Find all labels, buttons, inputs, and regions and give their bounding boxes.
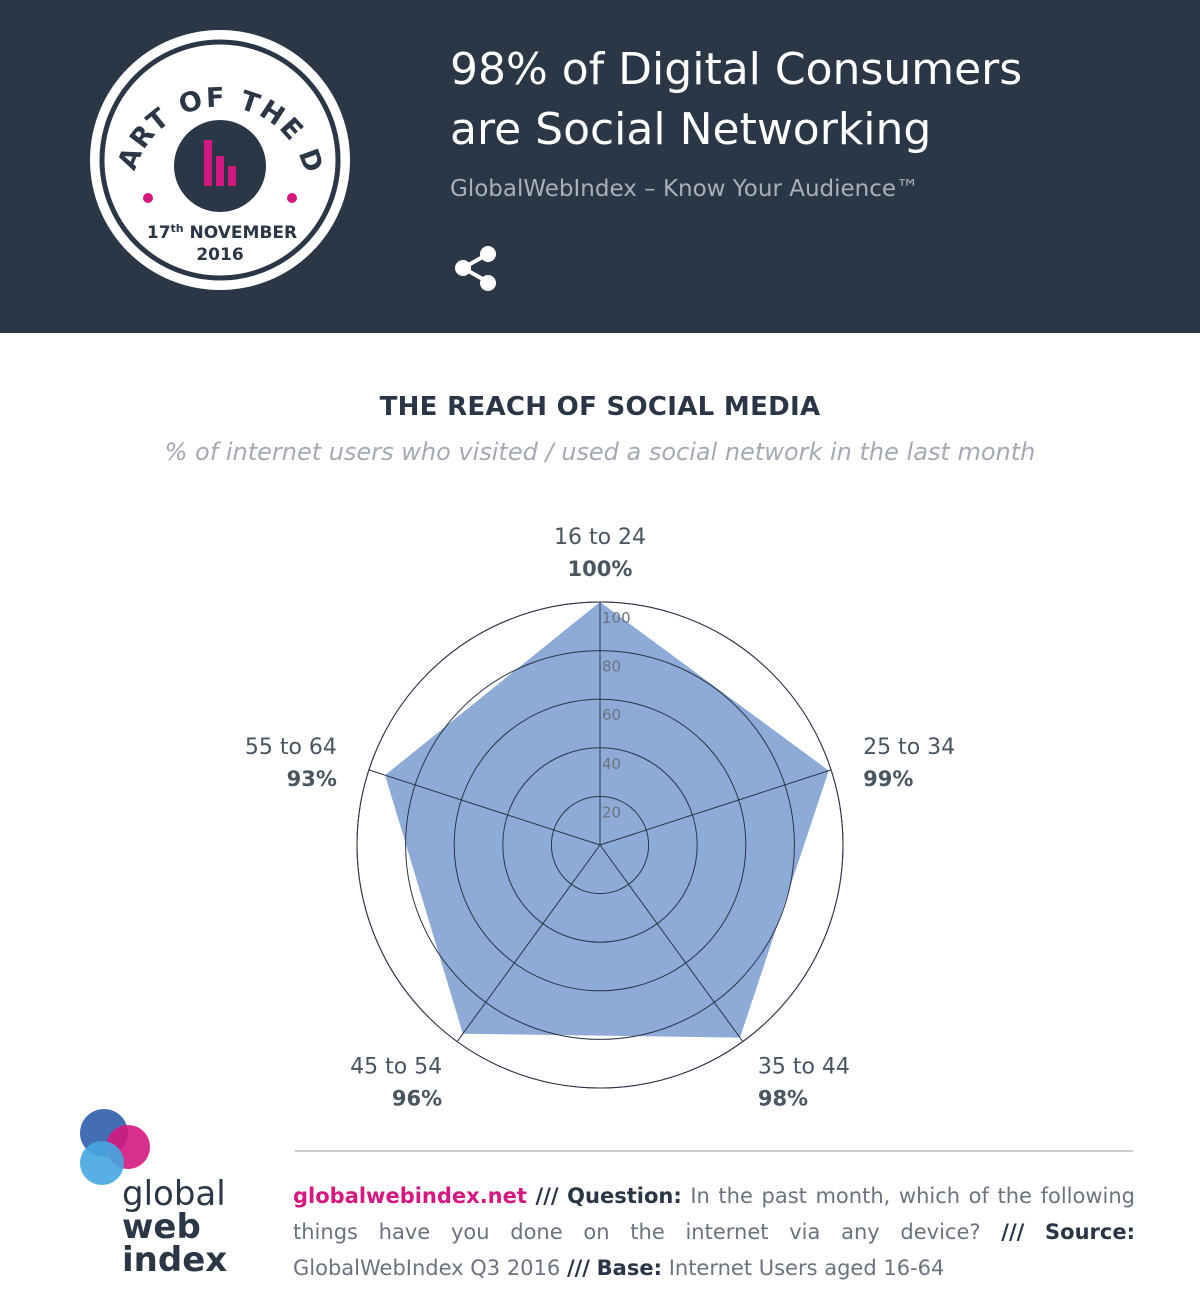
logo-word-web: web (122, 1207, 201, 1247)
bar-chart-icon (204, 140, 236, 186)
radar-tick-label: 40 (602, 755, 621, 773)
page-title-line-2: are Social Networking (450, 104, 932, 155)
radar-value-label: 99% (863, 767, 913, 791)
radar-spoke (368, 769, 601, 846)
base-label: Base: (596, 1256, 662, 1280)
chart-of-the-day-badge: CHART OF THE DAY 17th NOVEMBER 2016 (88, 28, 350, 290)
radar-value-label: 98% (758, 1087, 808, 1111)
logo-word-global: global (122, 1174, 226, 1214)
page-title: 98% of Digital Consumers are Social Netw… (450, 40, 1150, 160)
radar-value-label: 100% (568, 557, 633, 581)
globalwebindex-logo: global web index (80, 1109, 227, 1280)
footer-separator: /// (1001, 1220, 1025, 1244)
radar-category-label: 16 to 24 (554, 525, 646, 550)
badge-year: 2016 (196, 245, 243, 265)
footer-divider (295, 1150, 1133, 1152)
brand-tagline: GlobalWebIndex – Know Your Audience™ (450, 176, 920, 202)
radar-spoke (456, 844, 601, 1042)
footer-separator: /// (535, 1184, 559, 1208)
base-text: Internet Users aged 16-64 (668, 1256, 945, 1280)
header-banner: CHART OF THE DAY 17th NOVEMBER 2016 98% … (0, 0, 1200, 333)
badge-dot-left (143, 193, 153, 203)
radar-chart: 20 40 60 80 100 16 to 24 100% 25 to 34 99% 35 to … (245, 525, 955, 1111)
radar-tick-label: 100 (602, 609, 631, 627)
radar-spoke (599, 769, 832, 846)
site-link[interactable]: globalwebindex.net (293, 1184, 527, 1208)
footer-note: globalwebindex.net /// Question: In the … (293, 1178, 1135, 1286)
chart-subtitle: % of internet users who visited / used a… (164, 438, 1036, 466)
question-label: Question: (567, 1184, 682, 1208)
badge-dot-right (287, 193, 297, 203)
radar-category-label: 35 to 44 (758, 1055, 850, 1080)
radar-data-area (385, 602, 829, 1038)
radar-tick-label: 60 (602, 706, 621, 724)
radar-category-label: 25 to 34 (863, 735, 955, 760)
radar-value-label: 96% (392, 1087, 442, 1111)
radar-value-label: 93% (287, 767, 337, 791)
badge-date: 17th NOVEMBER (147, 222, 297, 243)
logo-word-index: index (122, 1240, 227, 1280)
radar-tick-label: 20 (602, 803, 621, 821)
chart-title: THE REACH OF SOCIAL MEDIA (379, 392, 821, 422)
source-text: GlobalWebIndex Q3 2016 (293, 1256, 561, 1280)
footer-separator: /// (566, 1256, 590, 1280)
question-text: In the past month, which of the followin… (293, 1184, 1135, 1244)
share-icon[interactable] (452, 243, 500, 293)
source-label: Source: (1045, 1220, 1135, 1244)
radar-category-label: 45 to 54 (350, 1055, 442, 1080)
radar-category-label: 55 to 64 (245, 735, 337, 760)
page-title-line-1: 98% of Digital Consumers (450, 44, 1023, 95)
radar-tick-label: 80 (602, 658, 621, 676)
radar-spoke (599, 844, 744, 1042)
